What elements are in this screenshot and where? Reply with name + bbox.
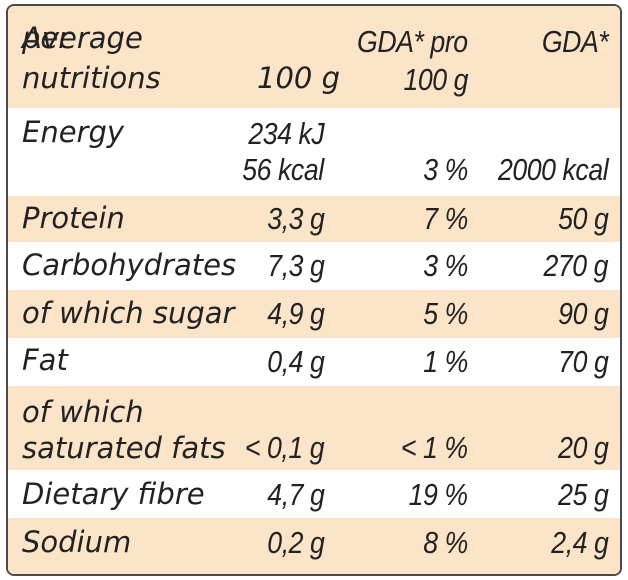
row-label: of which sugar: [22, 296, 235, 330]
row-label: Energy: [22, 115, 125, 149]
table-row: Carbohydrates 7,3 g 3 % 270 g: [8, 242, 620, 290]
header-average: Average: [22, 21, 143, 55]
table-header: Average nutritions per 100 g GDA* pro 10…: [8, 6, 620, 108]
header-nutritions: nutritions: [22, 61, 161, 95]
row-per100-kcal: 56 kcal: [242, 152, 325, 187]
row-per100: 0,2 g: [266, 525, 325, 560]
row-gda: 2,4 g: [550, 525, 609, 560]
row-gda: 270 g: [543, 248, 608, 283]
row-gda-pct: 3 %: [423, 248, 468, 283]
table-row: of which sugar 4,9 g 5 % 90 g: [8, 290, 620, 338]
table-row: Fat 0,4 g 1 % 70 g: [8, 338, 620, 386]
row-per100: 7,3 g: [266, 248, 325, 283]
table-row: Protein 3,3 g 7 % 50 g: [8, 196, 620, 242]
row-gda-pct: 19 %: [408, 477, 468, 512]
row-label: Sodium: [22, 525, 132, 559]
row-gda: 50 g: [557, 201, 609, 236]
row-per100: 4,9 g: [266, 296, 325, 331]
row-per100: 0,4 g: [266, 344, 325, 379]
row-gda-pct: 5 %: [423, 296, 468, 331]
row-label: Dietary fibre: [22, 477, 205, 511]
table-row: of which saturated fats < 0,1 g < 1 % 20…: [8, 386, 620, 470]
row-gda-pct: 8 %: [423, 525, 468, 560]
row-label-line2: saturated fats: [22, 431, 226, 465]
header-gda-pro: GDA* pro: [357, 24, 468, 59]
header-gda: GDA*: [541, 24, 609, 59]
row-label: Carbohydrates: [22, 248, 237, 282]
row-gda: 25 g: [557, 477, 609, 512]
row-per100: < 0,1 g: [244, 430, 325, 465]
row-gda: 20 g: [557, 430, 609, 465]
table-row: Energy 234 kJ 56 kcal 3 % 2000 kcal: [8, 108, 620, 196]
row-gda-pct: 7 %: [423, 201, 468, 236]
row-gda: 2000 kcal: [497, 152, 609, 187]
row-label-line1: of which: [22, 395, 144, 429]
header-gda-100g: 100 g: [403, 62, 468, 97]
row-gda-pct: 1 %: [423, 344, 468, 379]
table-row: Sodium 0,2 g 8 % 2,4 g: [8, 518, 620, 574]
row-gda-pct: 3 %: [423, 152, 468, 187]
row-gda: 90 g: [557, 296, 609, 331]
row-per100-kj: 234 kJ: [248, 116, 324, 151]
table-row: Dietary fibre 4,7 g 19 % 25 g: [8, 470, 620, 518]
row-per100: 3,3 g: [266, 201, 325, 236]
row-gda: 70 g: [557, 344, 609, 379]
row-per100: 4,7 g: [266, 477, 325, 512]
nutrition-table: Average nutritions per 100 g GDA* pro 10…: [6, 4, 622, 576]
header-100g: 100 g: [257, 61, 340, 95]
row-gda-pct: < 1 %: [401, 430, 468, 465]
header-per: per: [22, 21, 71, 55]
row-label: Protein: [22, 201, 125, 235]
row-label: Fat: [22, 343, 68, 377]
